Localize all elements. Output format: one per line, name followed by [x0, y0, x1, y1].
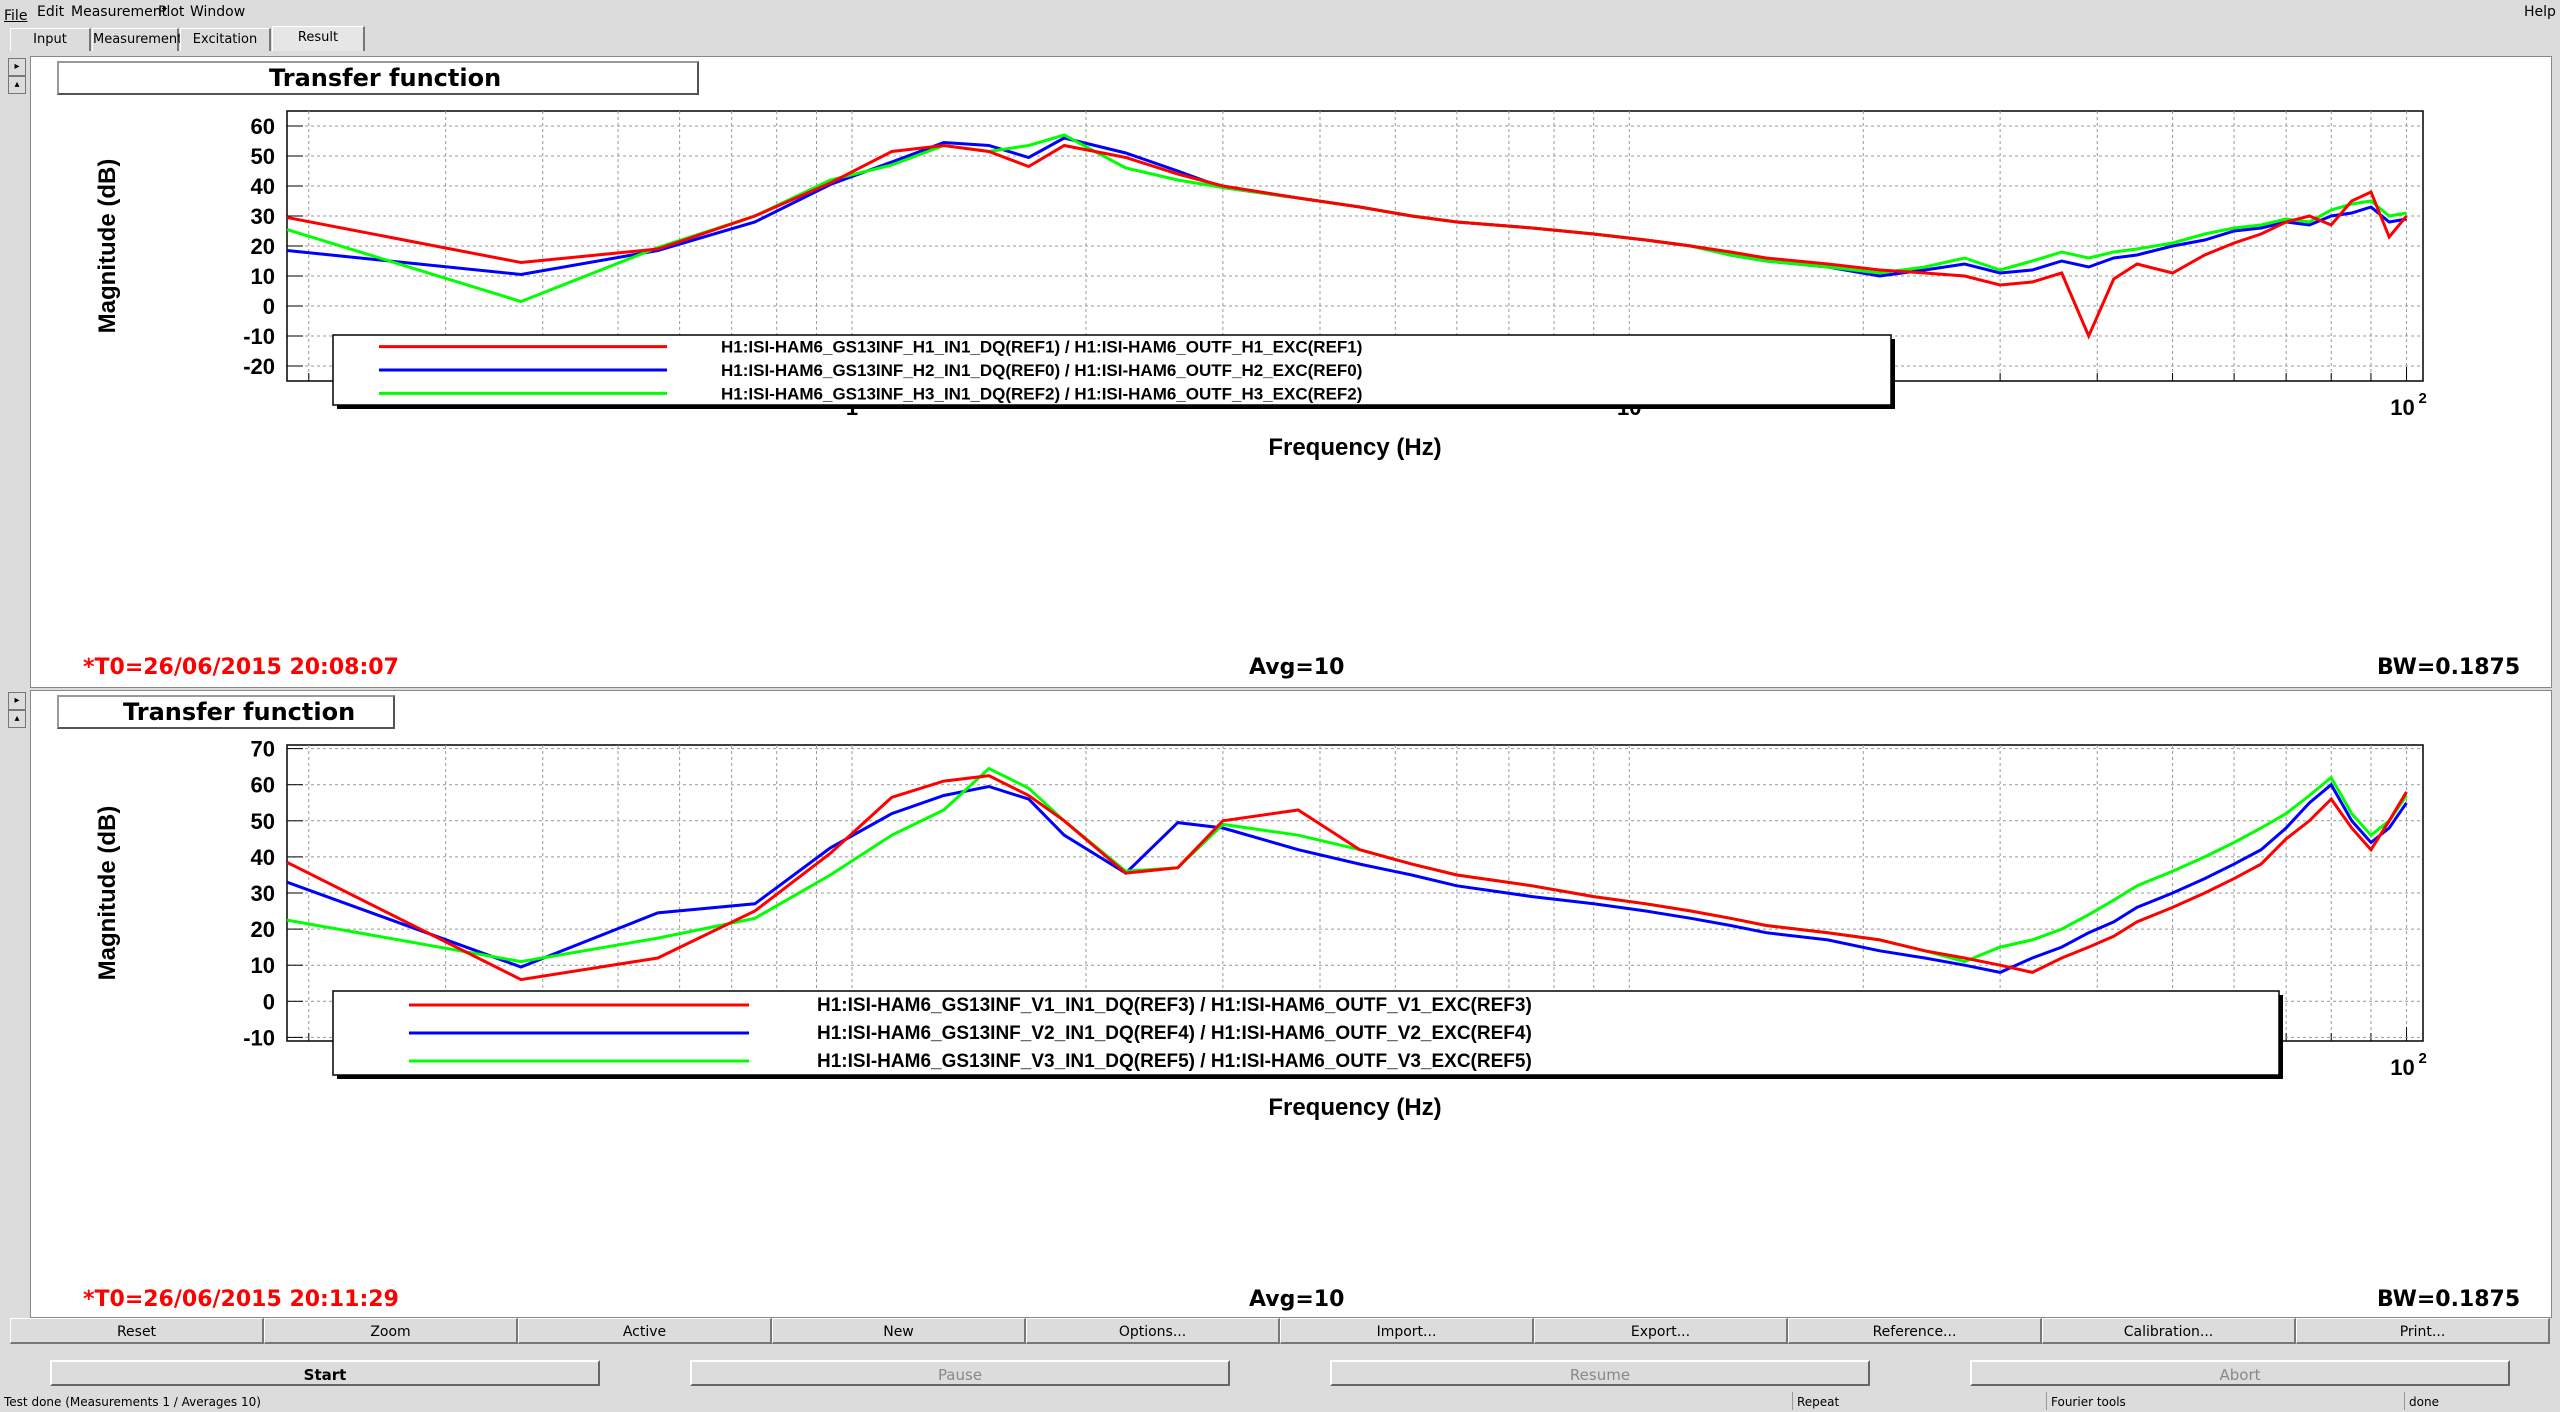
legend-label: H1:ISI-HAM6_GS13INF_H1_IN1_DQ(REF1) / H1… [721, 338, 1362, 357]
y-tick-label: 60 [251, 773, 275, 798]
status-tools: Fourier tools [2046, 1392, 2126, 1410]
legend-label: H1:ISI-HAM6_GS13INF_V3_IN1_DQ(REF5) / H1… [817, 1051, 1532, 1072]
tab-result[interactable]: Result [272, 26, 365, 51]
y-tick-label: 40 [251, 845, 275, 870]
y-tick-label: 40 [251, 174, 275, 199]
x-tick-label: 10 [2390, 1055, 2414, 1080]
expand-arrow-icon[interactable]: ▸ [8, 58, 26, 76]
y-tick-label: 70 [251, 737, 275, 762]
tab-bar: Input Measurement Excitation Result [0, 26, 2560, 52]
y-axis-label: Magnitude (dB) [94, 806, 121, 981]
bw-label: BW=0.1875 [2377, 655, 2521, 680]
start-button[interactable]: Start [50, 1360, 600, 1386]
reset-button[interactable]: Reset [10, 1318, 264, 1344]
status-state: done [2404, 1392, 2439, 1410]
status-bar: Test done (Measurements 1 / Averages 10)… [0, 1392, 2560, 1412]
x-axis-label: Frequency (Hz) [1268, 434, 1441, 461]
y-tick-label: 10 [251, 264, 275, 289]
y-tick-label: 20 [251, 917, 275, 942]
legend-label: H1:ISI-HAM6_GS13INF_V1_IN1_DQ(REF3) / H1… [817, 995, 1532, 1016]
t0-label: *T0=26/06/2015 20:08:07 [83, 655, 399, 680]
t0-label: *T0=26/06/2015 20:11:29 [83, 1287, 399, 1312]
menu-window[interactable]: Window [190, 4, 246, 20]
plot-toolbar: Reset Zoom Active New Options... Import.… [10, 1318, 2550, 1346]
tab-measurement[interactable]: Measurement [92, 28, 182, 51]
menu-bar: File Edit Measurement Plot Window Help [0, 0, 2560, 24]
series-line-1 [287, 143, 2408, 340]
y-axis-label: Magnitude (dB) [94, 159, 121, 334]
import-button[interactable]: Import... [1280, 1318, 1534, 1344]
y-tick-label: 50 [251, 809, 275, 834]
x-axis-label: Frequency (Hz) [1268, 1094, 1441, 1121]
panel-title[interactable]: Transfer function [57, 695, 395, 729]
calibration-button[interactable]: Calibration... [2042, 1318, 2296, 1344]
menu-plot[interactable]: Plot [158, 4, 185, 20]
avg-label: Avg=10 [1249, 1287, 1345, 1312]
y-tick-label: 30 [251, 204, 275, 229]
y-tick-label: -10 [243, 1025, 275, 1050]
print-button[interactable]: Print... [2296, 1318, 2550, 1344]
legend-label: H1:ISI-HAM6_GS13INF_H3_IN1_DQ(REF2) / H1… [721, 384, 1362, 403]
y-tick-label: -20 [243, 354, 275, 379]
x-tick-exponent: 2 [2419, 1050, 2427, 1067]
avg-label: Avg=10 [1249, 655, 1345, 680]
status-text: Test done (Measurements 1 / Averages 10) [4, 1395, 261, 1409]
y-tick-label: -10 [243, 324, 275, 349]
collapse-icon[interactable]: ▴ [8, 710, 26, 728]
y-tick-label: 30 [251, 881, 275, 906]
series-line-3 [287, 133, 2407, 304]
x-tick-label: 10 [2390, 395, 2414, 420]
menu-help[interactable]: Help [2524, 4, 2556, 20]
legend-label: H1:ISI-HAM6_GS13INF_V2_IN1_DQ(REF4) / H1… [817, 1023, 1532, 1044]
x-tick-exponent: 2 [2419, 390, 2427, 407]
options-button[interactable]: Options... [1026, 1318, 1280, 1344]
reference-button[interactable]: Reference... [1788, 1318, 2042, 1344]
bw-label: BW=0.1875 [2377, 1287, 2521, 1312]
plot-panel-2: Transfer function 706050403020100-101101… [30, 690, 2552, 1318]
y-tick-label: 50 [251, 144, 275, 169]
pause-button[interactable]: Pause [690, 1360, 1230, 1386]
series-line-1 [287, 774, 2408, 982]
menu-measurement[interactable]: Measurement [71, 4, 168, 20]
active-button[interactable]: Active [518, 1318, 772, 1344]
tab-input[interactable]: Input [10, 28, 91, 51]
y-tick-label: 10 [251, 953, 275, 978]
panel-title[interactable]: Transfer function [57, 61, 699, 95]
menu-edit[interactable]: Edit [37, 4, 65, 20]
legend-label: H1:ISI-HAM6_GS13INF_H2_IN1_DQ(REF0) / H1… [721, 361, 1362, 380]
y-tick-label: 0 [263, 294, 275, 319]
y-tick-label: 20 [251, 234, 275, 259]
zoom-button[interactable]: Zoom [264, 1318, 518, 1344]
plot-panel-1: Transfer function 6050403020100-10-20110… [30, 56, 2552, 688]
export-button[interactable]: Export... [1534, 1318, 1788, 1344]
series-line-2 [287, 782, 2408, 974]
new-button[interactable]: New [772, 1318, 1026, 1344]
y-tick-label: 0 [263, 989, 275, 1014]
collapse-icon[interactable]: ▴ [8, 76, 26, 94]
tab-excitation[interactable]: Excitation [180, 28, 271, 51]
resume-button[interactable]: Resume [1330, 1360, 1870, 1386]
y-tick-label: 60 [251, 114, 275, 139]
status-repeat: Repeat [1792, 1392, 1839, 1410]
expand-arrow-icon[interactable]: ▸ [8, 692, 26, 710]
abort-button[interactable]: Abort [1970, 1360, 2510, 1386]
